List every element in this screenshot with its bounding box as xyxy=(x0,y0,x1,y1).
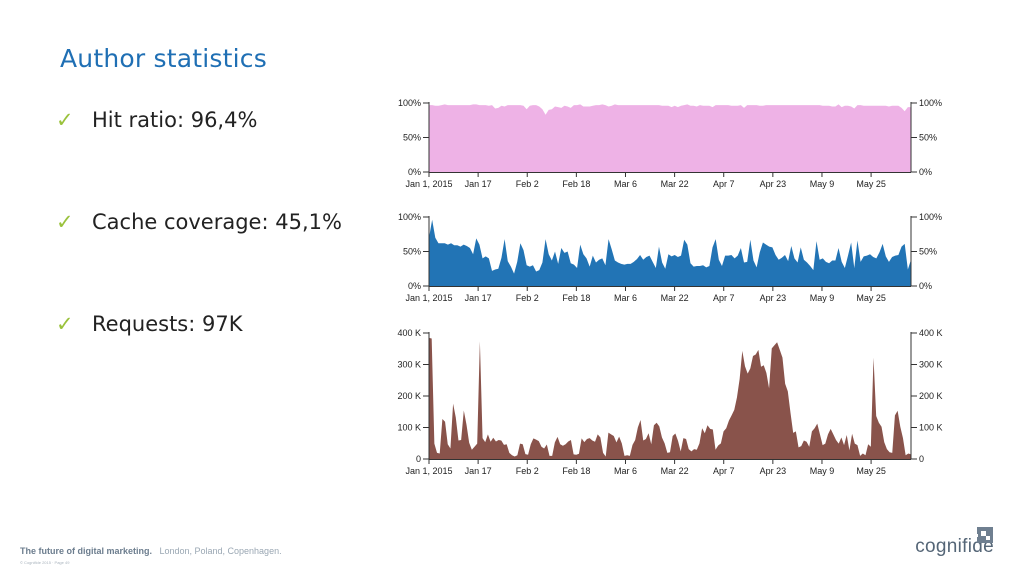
y-tick-label: 300 K xyxy=(397,360,421,370)
x-tick-label: Mar 22 xyxy=(661,466,689,476)
x-tick-label: Mar 22 xyxy=(661,179,689,189)
x-tick-label: Feb 18 xyxy=(562,179,590,189)
bullet-requests: ✓ Requests: 97K xyxy=(56,312,243,336)
x-tick-label: Feb 18 xyxy=(562,466,590,476)
cache-coverage-area xyxy=(429,219,911,286)
x-tick-label: Jan 17 xyxy=(465,179,492,189)
checkmark-icon: ✓ xyxy=(56,108,74,132)
requests-chart: 400 K 400 K 300 K 300 K 200 K 200 K 100 K 100 K… xyxy=(397,328,942,476)
x-tick-label: Apr 7 xyxy=(713,293,735,303)
footer-tagline: The future of digital marketing. xyxy=(20,546,153,556)
x-tick-label: May 25 xyxy=(856,179,886,189)
x-tick-label: May 9 xyxy=(810,179,835,189)
x-tick-label: Apr 23 xyxy=(760,466,787,476)
x-tick-label: Jan 1, 2015 xyxy=(405,466,452,476)
x-tick-label: Mar 6 xyxy=(614,466,637,476)
bullet-text: Cache coverage: 45,1% xyxy=(92,210,342,234)
y-tick-label: 50% xyxy=(403,133,421,143)
hit-ratio-area xyxy=(429,104,911,172)
y-tick-label: 50% xyxy=(403,247,421,257)
y-tick-label: 0 xyxy=(416,454,421,464)
hit-ratio-chart: 100% 100% 50% 50% 0% 0% Jan 1, 2015 Jan 17 Feb 2… xyxy=(398,98,942,189)
y-tick-label: 300 K xyxy=(919,360,943,370)
y-tick-label: 0% xyxy=(408,167,421,177)
y-tick-label: 100% xyxy=(398,98,421,108)
x-tick-label: May 25 xyxy=(856,466,886,476)
checkmark-icon: ✓ xyxy=(56,312,74,336)
y-tick-label: 100% xyxy=(919,98,942,108)
x-tick-label: May 9 xyxy=(810,293,835,303)
x-tick-label: May 25 xyxy=(856,293,886,303)
checkmark-icon: ✓ xyxy=(56,210,74,234)
y-tick-label: 100% xyxy=(919,212,942,222)
y-tick-label: 50% xyxy=(919,133,937,143)
x-tick-label: Feb 2 xyxy=(516,179,539,189)
y-tick-label: 0% xyxy=(408,281,421,291)
bullet-hit-ratio: ✓ Hit ratio: 96,4% xyxy=(56,108,257,132)
requests-area xyxy=(429,337,911,459)
y-tick-label: 200 K xyxy=(919,391,943,401)
x-tick-label: Jan 17 xyxy=(465,293,492,303)
x-tick-label: Apr 7 xyxy=(713,466,735,476)
y-tick-label: 100 K xyxy=(919,423,943,433)
x-tick-label: May 9 xyxy=(810,466,835,476)
x-tick-label: Apr 23 xyxy=(760,179,787,189)
cache-coverage-chart: 100% 100% 50% 50% 0% 0% Jan 1, 2015 Jan 17 Feb 2… xyxy=(398,212,942,303)
bullet-text: Hit ratio: 96,4% xyxy=(92,108,258,132)
y-tick-label: 200 K xyxy=(397,391,421,401)
x-tick-label: Feb 2 xyxy=(516,466,539,476)
x-tick-label: Mar 6 xyxy=(614,293,637,303)
y-tick-label: 0% xyxy=(919,167,932,177)
cognifide-logo-mark-icon xyxy=(975,527,993,543)
x-tick-label: Jan 1, 2015 xyxy=(405,293,452,303)
y-tick-label: 100 K xyxy=(397,423,421,433)
x-tick-label: Feb 2 xyxy=(516,293,539,303)
logo-text: cognifide xyxy=(915,536,994,557)
x-tick-label: Apr 7 xyxy=(713,179,735,189)
x-tick-label: Jan 17 xyxy=(465,466,492,476)
x-tick-label: Mar 6 xyxy=(614,179,637,189)
bullet-cache-coverage: ✓ Cache coverage: 45,1% xyxy=(56,210,342,234)
bullet-text: Requests: 97K xyxy=(92,312,243,336)
footer-copyright: © Cognifide 2015 · Page 49 xyxy=(20,560,70,565)
y-tick-label: 100% xyxy=(398,212,421,222)
y-tick-label: 50% xyxy=(919,247,937,257)
y-tick-label: 0% xyxy=(919,281,932,291)
x-tick-label: Mar 22 xyxy=(661,293,689,303)
footer-places: London, Poland, Copenhagen. xyxy=(159,546,282,556)
y-tick-label: 0 xyxy=(919,454,924,464)
footer: The future of digital marketing. London,… xyxy=(20,541,282,565)
x-tick-label: Jan 1, 2015 xyxy=(405,179,452,189)
y-tick-label: 400 K xyxy=(397,328,421,338)
x-tick-label: Feb 18 xyxy=(562,293,590,303)
x-tick-label: Apr 23 xyxy=(760,293,787,303)
slide-title: Author statistics xyxy=(60,44,267,73)
y-tick-label: 400 K xyxy=(919,328,943,338)
cognifide-logo: cognifide xyxy=(915,520,994,558)
